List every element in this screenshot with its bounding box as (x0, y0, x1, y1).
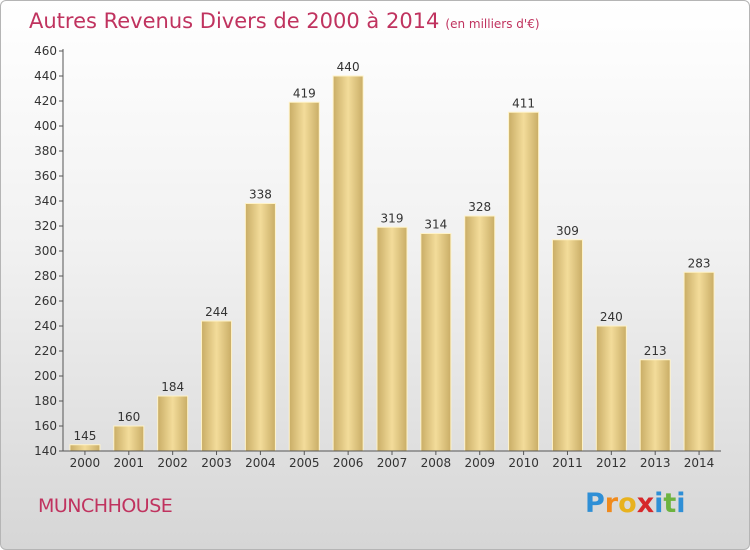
bar-value-label: 184 (161, 380, 184, 394)
bar (508, 111, 540, 452)
bar-value-label: 419 (293, 86, 316, 100)
y-tick-label: 160 (34, 419, 57, 433)
chart-unit-note: (en milliers d'€) (445, 17, 540, 31)
logo-letter: o (618, 488, 637, 519)
bar-value-label: 440 (337, 60, 360, 74)
logo-letter: i (676, 488, 686, 519)
bar (376, 226, 408, 452)
axes-layer: 140 160 180 200 220 240 260 280 300 320 340 360 380 4… (34, 44, 721, 470)
x-tick-label: 2014 (684, 456, 715, 470)
y-tick-label: 460 (34, 44, 57, 58)
bar-value-label: 283 (688, 256, 711, 270)
bar (639, 359, 671, 452)
bar-value-label: 213 (644, 344, 667, 358)
x-tick-label: 2009 (464, 456, 495, 470)
bar (201, 320, 233, 452)
x-tick-label: 2000 (70, 456, 101, 470)
y-tick-label: 320 (34, 219, 57, 233)
x-tick-label: 2007 (377, 456, 408, 470)
bar (683, 271, 715, 452)
bar-value-label: 160 (117, 410, 140, 424)
y-tick-label: 200 (34, 369, 57, 383)
bar-value-label: 145 (73, 429, 96, 443)
y-tick-label: 280 (34, 269, 57, 283)
bar (244, 203, 276, 452)
bar-value-label: 338 (249, 188, 272, 202)
bar (420, 233, 452, 452)
y-tick-label: 420 (34, 94, 57, 108)
y-tick-label: 400 (34, 119, 57, 133)
chart-title: Autres Revenus Divers de 2000 à 2014 (29, 9, 440, 33)
bar-value-label: 411 (512, 96, 535, 110)
bar-value-label: 240 (600, 310, 623, 324)
bar (69, 444, 101, 452)
commune-name: MUNCHHOUSE (38, 495, 173, 517)
bars-layer (69, 75, 715, 452)
logo-letter: i (654, 488, 664, 519)
bar-value-label: 328 (468, 200, 491, 214)
y-tick-label: 220 (34, 344, 57, 358)
bar (595, 325, 627, 452)
y-tick-label: 440 (34, 69, 57, 83)
logo-letter: x (636, 488, 655, 519)
x-tick-label: 2008 (421, 456, 452, 470)
x-tick-label: 2003 (201, 456, 232, 470)
bar (288, 101, 320, 452)
bar (551, 239, 583, 452)
x-tick-label: 2013 (640, 456, 671, 470)
y-tick-label: 340 (34, 194, 57, 208)
bar (464, 215, 496, 452)
x-tick-label: 2011 (552, 456, 583, 470)
bar (157, 395, 189, 452)
x-tick-label: 2006 (333, 456, 364, 470)
y-tick-label: 380 (34, 144, 57, 158)
bar (332, 75, 364, 452)
x-tick-label: 2005 (289, 456, 320, 470)
bar-value-label: 319 (381, 211, 404, 225)
y-tick-label: 140 (34, 444, 57, 458)
x-tick-label: 2010 (508, 456, 539, 470)
bar (113, 425, 145, 452)
x-tick-label: 2004 (245, 456, 276, 470)
bar-value-label: 244 (205, 305, 228, 319)
bar-value-label: 309 (556, 224, 579, 238)
y-tick-label: 180 (34, 394, 57, 408)
y-tick-label: 360 (34, 169, 57, 183)
x-tick-label: 2001 (114, 456, 145, 470)
y-tick-label: 300 (34, 244, 57, 258)
x-tick-label: 2002 (157, 456, 188, 470)
title-row: Autres Revenus Divers de 2000 à 2014 (en … (29, 9, 540, 33)
bar-value-label: 314 (424, 218, 447, 232)
logo-letter: r (604, 488, 619, 519)
logo-letter: t (663, 488, 677, 519)
y-tick-label: 260 (34, 294, 57, 308)
x-tick-label: 2012 (596, 456, 627, 470)
y-tick-label: 240 (34, 319, 57, 333)
proxiti-logo[interactable]: Proxiti (585, 488, 686, 519)
logo-letter: P (585, 488, 605, 519)
